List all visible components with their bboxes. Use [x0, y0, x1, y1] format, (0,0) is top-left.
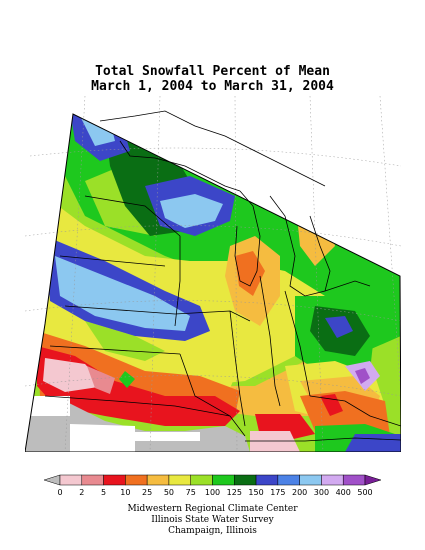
- graticule-lon-2: [149, 96, 161, 452]
- ks-ok-border: [44, 395, 231, 417]
- legend-swatch: [299, 474, 322, 486]
- legend-swatch: [342, 474, 366, 486]
- legend-tick-label: 300: [314, 488, 329, 497]
- region-outline: [25, 113, 401, 452]
- zone-nodata-1: [30, 396, 70, 416]
- boundary-lines: [25, 110, 401, 452]
- legend-tick-label: 100: [205, 488, 220, 497]
- canada-border: [99, 110, 326, 187]
- credit-location: Champaign, Illinois: [168, 526, 257, 536]
- zone-southwest-red: [37, 346, 240, 426]
- graticule-lon-3: [234, 96, 238, 452]
- graticule-lon-4: [309, 96, 324, 452]
- in-oh-border: [284, 290, 311, 397]
- zone-nodata-2: [70, 424, 135, 452]
- legend-tick-label: 150: [248, 488, 263, 497]
- zone-ohio-blue: [325, 316, 353, 338]
- legend-tick-label: 75: [186, 488, 196, 497]
- tn-ky-border: [245, 437, 401, 442]
- legend-tick-label: 5: [101, 488, 106, 497]
- legend-tick-label: 200: [292, 488, 307, 497]
- legend-swatch: [103, 474, 126, 486]
- il-mo-border: [229, 310, 246, 427]
- legend-swatch: [321, 474, 344, 486]
- legend-tick-label: 10: [120, 488, 130, 497]
- legend-tick-label: 400: [336, 488, 351, 497]
- sd-mn-border: [59, 255, 166, 267]
- legend-tick-label: 0: [57, 488, 62, 497]
- legend-tick-label: 175: [270, 488, 285, 497]
- legend-swatch: [125, 474, 148, 486]
- map-title: Total Snowfall Percent of Mean: [95, 64, 330, 79]
- legend-tick-label: 25: [142, 488, 152, 497]
- legend-swatch: [234, 474, 257, 486]
- legend-tick-label: 50: [164, 488, 174, 497]
- graticule-lon-1: [64, 96, 86, 452]
- legend-swatch: [59, 474, 83, 486]
- mn-wi-ia-border: [84, 195, 181, 327]
- lake-superior-shore: [119, 140, 241, 192]
- ohio-river: [309, 395, 401, 427]
- zone-southwest-salmon: [87, 366, 115, 394]
- ia-il-northern-border: [64, 305, 251, 322]
- lake-michigan-shore: [234, 190, 261, 287]
- zone-nodata-3: [135, 432, 200, 441]
- legend-swatch: [190, 474, 213, 486]
- lake-erie-shore: [324, 280, 371, 292]
- legend-tick-label: 2: [79, 488, 84, 497]
- legend-arrow-low: [43, 474, 61, 486]
- legend-tick-label: 125: [227, 488, 242, 497]
- credit-survey: Illinois State Water Survey: [151, 515, 274, 525]
- legend-tick-labels: 0 2 5 10 25 50 75 100 125 150 175 200 300 400 500: [57, 488, 372, 497]
- legend-tick-label: 500: [357, 488, 372, 497]
- zone-southwest-green-spot: [119, 371, 135, 388]
- legend-swatch: [81, 474, 104, 486]
- zone-wisconsin-lightblue: [160, 194, 223, 228]
- zone-southwest-green: [85, 321, 165, 361]
- color-legend: 0 2 5 10 25 50 75 100 125 150 175 200 300 400 500: [43, 474, 382, 497]
- zone-southwest-pink: [43, 358, 105, 392]
- legend-swatch: [212, 474, 235, 486]
- zone-east-purple: [355, 368, 370, 384]
- snowfall-percent-map: [25, 96, 401, 452]
- legend-swatch: [168, 474, 191, 486]
- mississippi-river-south: [179, 353, 246, 437]
- map-subtitle-date-range: March 1, 2004 to March 31, 2004: [91, 79, 334, 94]
- graticule-lines: [25, 96, 401, 452]
- legend-swatch: [255, 474, 279, 486]
- michigan-lower-peninsula: [269, 195, 331, 297]
- legend-arrow-high: [364, 474, 382, 486]
- in-il-border: [259, 275, 281, 407]
- legend-swatch: [146, 474, 170, 486]
- graticule-lat-3: [25, 300, 401, 322]
- legend-swatch: [277, 474, 300, 486]
- legend-swatches: [43, 474, 382, 486]
- ne-ks-border: [49, 345, 181, 355]
- graticule-lat-4: [25, 375, 401, 397]
- zone-south-pink: [250, 431, 300, 452]
- graticule-lat-2: [25, 225, 401, 247]
- credit-organization: Midwestern Regional Climate Center: [127, 504, 298, 514]
